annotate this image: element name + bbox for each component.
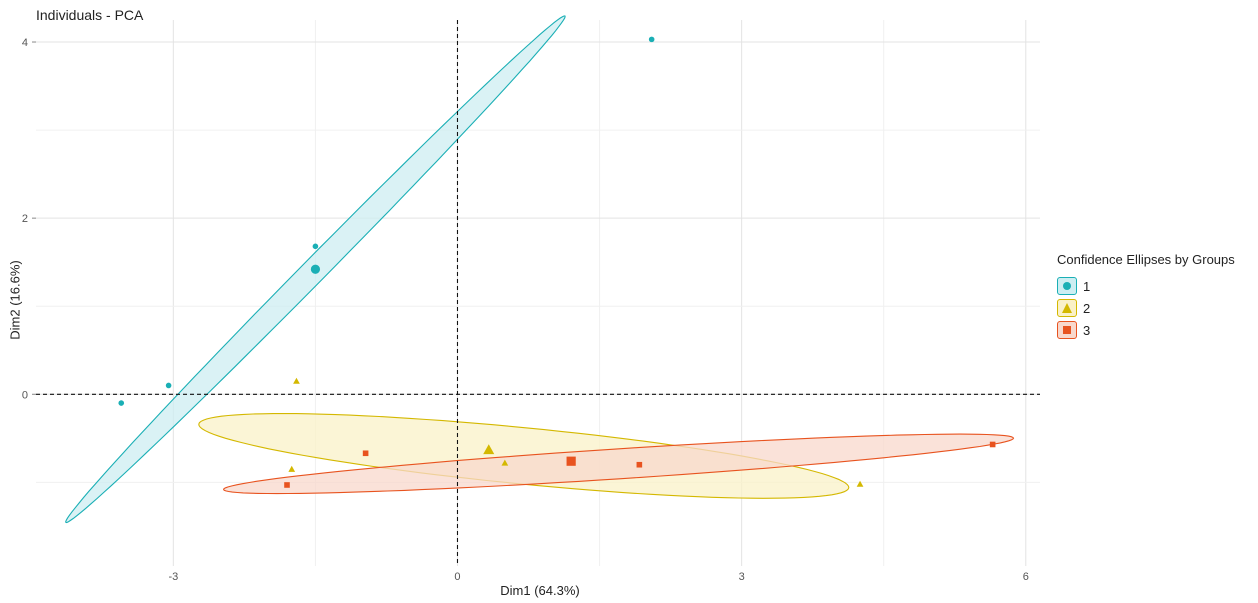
legend-label: 1 bbox=[1083, 279, 1090, 294]
legend-label: 2 bbox=[1083, 301, 1090, 316]
data-point-group-2 bbox=[288, 466, 295, 472]
legend-label: 3 bbox=[1083, 323, 1090, 338]
y-tick-label: 0 bbox=[22, 389, 28, 401]
data-point-group-3 bbox=[637, 462, 643, 468]
legend-item-group-1: 1 bbox=[1057, 275, 1235, 297]
data-point-group-3 bbox=[363, 450, 369, 456]
legend-key-circle-icon bbox=[1057, 277, 1077, 295]
y-tick-label: 4 bbox=[22, 37, 28, 49]
x-tick-label: 3 bbox=[739, 571, 745, 583]
legend-item-group-3: 3 bbox=[1057, 319, 1235, 341]
data-point-group-2 bbox=[857, 481, 864, 487]
x-tick-label: 6 bbox=[1023, 571, 1029, 583]
data-point-group-3 bbox=[284, 482, 290, 488]
x-axis-label: Dim1 (64.3%) bbox=[0, 583, 1080, 598]
data-point-group-2 bbox=[293, 378, 300, 384]
data-point-group-1 bbox=[118, 400, 124, 406]
legend-item-group-2: 2 bbox=[1057, 297, 1235, 319]
x-tick-label: 0 bbox=[454, 571, 460, 583]
legend-title: Confidence Ellipses by Groups bbox=[1057, 252, 1235, 267]
legend-items: 1 2 3 bbox=[1057, 275, 1235, 341]
data-point-group-3 bbox=[990, 442, 996, 448]
y-tick-label: 2 bbox=[22, 213, 28, 225]
legend-key-triangle-icon bbox=[1057, 299, 1077, 317]
x-tick-label: -3 bbox=[168, 571, 178, 583]
legend: Confidence Ellipses by Groups 1 2 3 bbox=[1057, 252, 1235, 341]
centroid-group-1 bbox=[311, 265, 320, 274]
y-axis-label: Dim2 (16.6%) bbox=[8, 260, 23, 339]
data-point-group-1 bbox=[166, 383, 172, 389]
centroid-group-3 bbox=[567, 457, 576, 466]
data-point-group-1 bbox=[313, 244, 319, 250]
legend-key-square-icon bbox=[1057, 321, 1077, 339]
data-point-group-1 bbox=[649, 37, 655, 43]
